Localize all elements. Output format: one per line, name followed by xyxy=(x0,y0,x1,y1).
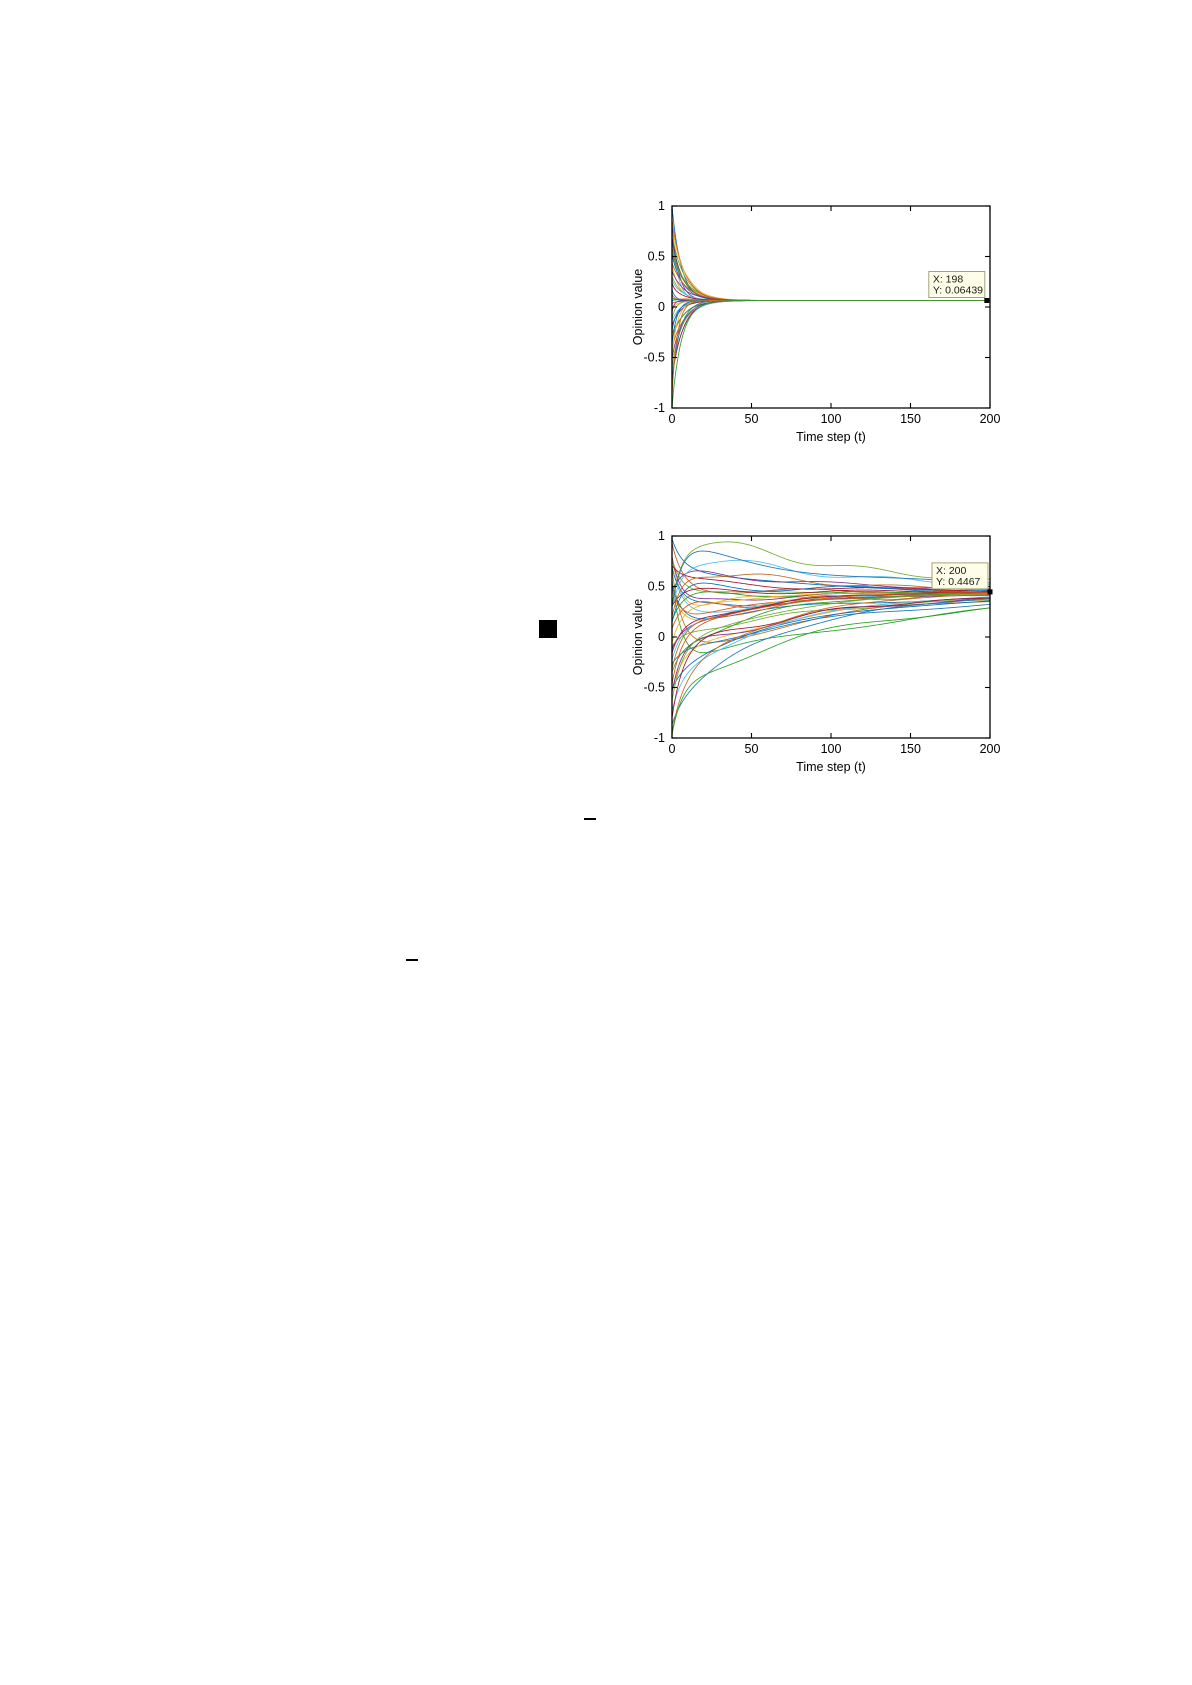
trajectory-line xyxy=(671,593,991,673)
x-tick-label: 50 xyxy=(745,412,759,426)
horizontal-rule-artifact-2 xyxy=(406,959,418,961)
trajectory-line xyxy=(671,600,991,690)
y-tick-label: 1 xyxy=(658,529,665,543)
y-axis-label-1: Opinion value xyxy=(631,269,645,345)
plot-axes-1 xyxy=(671,205,991,409)
trajectory-line xyxy=(671,603,991,665)
chart-figure-2: 0 50 100 150 200 -1 -0.5 0 0.5 1 Time step (t) Op… xyxy=(630,520,1010,780)
trajectory-line xyxy=(671,594,991,733)
y-tick-label: -1 xyxy=(654,401,665,415)
x-axis-label-1: Time step (t) xyxy=(796,430,866,444)
trajectory-line xyxy=(671,579,991,654)
data-tip-x-value-1: X: 198 xyxy=(933,273,964,285)
trajectory-line xyxy=(671,593,991,701)
data-tip-marker-2 xyxy=(987,589,993,595)
data-tip-1[interactable]: X: 198 Y: 0.06439 xyxy=(928,271,990,303)
y-tick-label: 1 xyxy=(658,199,665,213)
x-tick-label: 100 xyxy=(821,412,842,426)
chart-figure-1: 0 50 100 150 200 -1 -0.5 0 0.5 1 Time step (t) Op… xyxy=(630,190,1010,450)
y-tick-label: 0 xyxy=(658,300,665,314)
data-tip-x-value-2: X: 200 xyxy=(936,565,967,577)
y-axis-label-2: Opinion value xyxy=(631,599,645,675)
axis-ticks-1 xyxy=(671,205,991,409)
trajectory-line xyxy=(671,598,991,725)
x-tick-label: 0 xyxy=(669,742,676,756)
axis-tick-labels-2: 0 50 100 150 200 -1 -0.5 0 0.5 1 xyxy=(643,529,1000,756)
x-tick-label: 150 xyxy=(900,742,921,756)
x-tick-label: 100 xyxy=(821,742,842,756)
data-tip-y-value-1: Y: 0.06439 xyxy=(933,284,983,296)
x-tick-label: 200 xyxy=(980,742,1001,756)
trajectory-line xyxy=(671,300,990,331)
x-tick-label: 50 xyxy=(745,742,759,756)
x-tick-label: 200 xyxy=(980,412,1001,426)
x-tick-label: 150 xyxy=(900,412,921,426)
trajectory-line xyxy=(671,587,991,607)
trajectory-line xyxy=(671,597,991,719)
axis-tick-labels-1: 0 50 100 150 200 -1 -0.5 0 0.5 1 xyxy=(643,199,1000,426)
horizontal-rule-artifact-1 xyxy=(584,818,596,820)
y-tick-label: -1 xyxy=(654,731,665,745)
trajectory-line xyxy=(671,300,990,396)
trajectory-line xyxy=(671,300,990,340)
trajectory-line xyxy=(671,599,991,647)
trajectory-line xyxy=(671,300,990,408)
trajectory-line xyxy=(671,300,990,322)
trajectory-line xyxy=(671,607,991,735)
trajectory-line xyxy=(671,300,990,373)
x-axis-label-2: Time step (t) xyxy=(796,760,866,774)
trajectory-line xyxy=(671,300,990,319)
x-tick-label: 0 xyxy=(669,412,676,426)
y-tick-label: -0.5 xyxy=(643,681,665,695)
trajectory-line xyxy=(671,582,991,623)
data-tip-2[interactable]: X: 200 Y: 0.4467 xyxy=(931,562,993,595)
trajectory-line xyxy=(671,300,990,350)
trajectory-line xyxy=(671,565,990,592)
y-tick-label: 0.5 xyxy=(648,250,665,264)
data-tip-y-value-2: Y: 0.4467 xyxy=(936,576,981,588)
trajectory-line xyxy=(671,300,990,368)
trajectory-line xyxy=(671,300,990,356)
trajectory-line xyxy=(671,300,990,359)
y-tick-label: 0 xyxy=(658,630,665,644)
trajectory-line xyxy=(671,592,991,684)
chart-svg-2: 0 50 100 150 200 -1 -0.5 0 0.5 1 Time step (t) Op… xyxy=(631,529,1000,774)
trajectory-line xyxy=(671,300,990,379)
trajectory-line xyxy=(671,300,990,345)
data-tip-marker-1 xyxy=(984,297,990,303)
trajectory-line xyxy=(671,543,991,594)
chart-svg-1: 0 50 100 150 200 -1 -0.5 0 0.5 1 Time step (t) Op… xyxy=(631,199,1000,444)
y-tick-label: 0.5 xyxy=(648,580,665,594)
black-square-artifact xyxy=(539,620,557,638)
y-tick-label: -0.5 xyxy=(643,351,665,365)
trajectory-line xyxy=(671,300,990,334)
trajectory-line xyxy=(671,300,990,387)
trajectory-line xyxy=(671,300,990,326)
